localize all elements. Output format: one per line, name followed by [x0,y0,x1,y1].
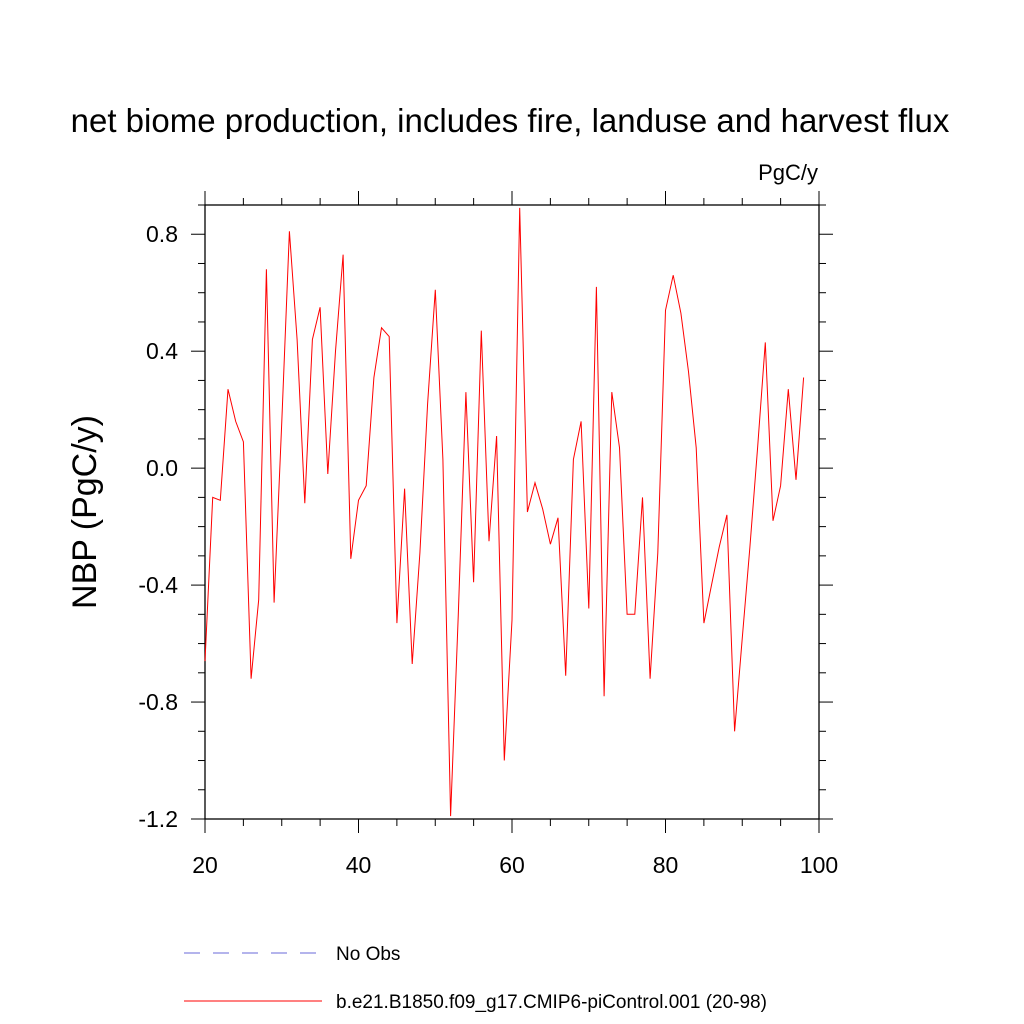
legend-label-no-obs: No Obs [336,944,400,965]
x-tick-label: 60 [499,852,525,878]
y-tick-label: -0.4 [138,572,178,598]
units-label: PgC/y [758,160,818,185]
chart-title: net biome production, includes fire, lan… [71,102,950,139]
x-tick-label: 20 [192,852,218,878]
y-tick-label: 0.0 [146,455,178,481]
plot-frame [204,204,820,820]
y-tick-label: -1.2 [138,806,178,832]
series-group [204,207,805,817]
y-axis: -1.2 -0.8 -0.4 0.0 0.4 0.8 [138,204,833,832]
series-line-picontrol [204,207,805,817]
x-axis: 20 40 60 80 100 [192,191,838,878]
x-tick-label: 80 [653,852,679,878]
x-tick-label: 40 [346,852,372,878]
y-tick-label: 0.8 [146,221,178,247]
y-tick-label: 0.4 [146,338,178,364]
y-tick-label: -0.8 [138,689,178,715]
y-axis-label: NBP (PgC/y) [66,415,104,609]
legend-label-picontrol: b.e21.B1850.f09_g17.CMIP6-piControl.001 … [336,992,767,1013]
legend: No Obs b.e21.B1850.f09_g17.CMIP6-piContr… [184,944,767,1013]
x-tick-label: 100 [800,852,838,878]
